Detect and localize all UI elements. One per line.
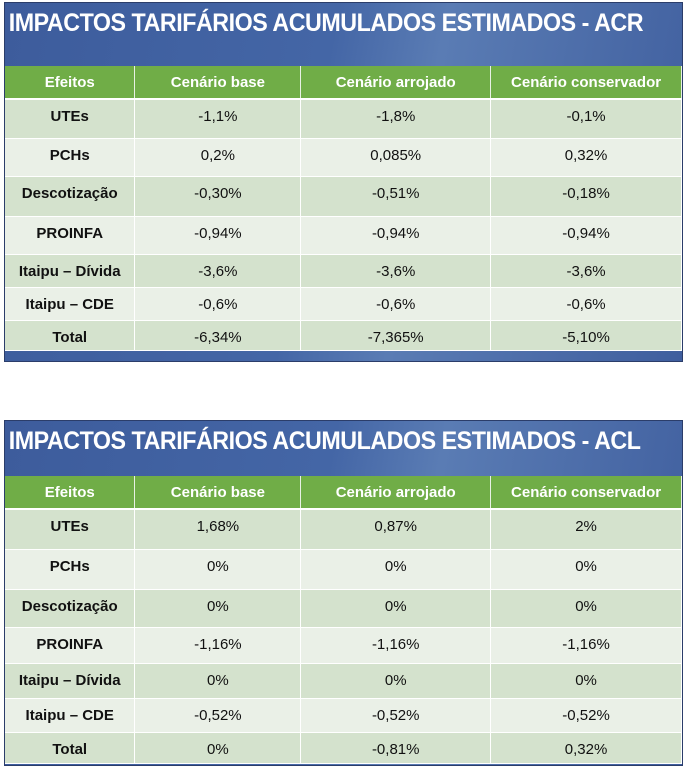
row-label: Descotização	[5, 176, 136, 217]
table-cell: 2%	[490, 509, 682, 550]
row-label: Descotização	[5, 589, 136, 628]
table-cell: 0%	[134, 549, 302, 590]
table-row: Itaipu – Dívida -3,6% -3,6% -3,6%	[5, 254, 682, 288]
row-label: UTEs	[5, 99, 136, 139]
impact-table: Efeitos Cenário base Cenário arrojado Cenár…	[5, 66, 682, 351]
table-cell: 0,87%	[300, 509, 492, 550]
table-row: Descotização -0,30% -0,51% -0,18%	[5, 176, 682, 217]
row-label: PROINFA	[5, 216, 136, 255]
row-label: Itaipu – Dívida	[5, 254, 136, 288]
table-cell: -1,8%	[300, 99, 492, 139]
table-row: Descotização 0% 0% 0%	[5, 589, 682, 628]
table-cell: 0,2%	[134, 138, 302, 177]
table-cell: -0,30%	[134, 176, 302, 217]
table-cell: -0,6%	[134, 287, 302, 321]
table-cell: 1,68%	[134, 509, 302, 550]
table-cell: -0,94%	[490, 216, 682, 255]
table-cell: 0,32%	[490, 732, 682, 764]
row-label: Itaipu – CDE	[5, 287, 136, 321]
table-cell: -0,51%	[300, 176, 492, 217]
table-cell: 0%	[134, 663, 302, 699]
column-header: Cenário conservador	[490, 66, 682, 100]
table-row: Itaipu – CDE -0,6% -0,6% -0,6%	[5, 287, 682, 321]
column-header: Efeitos	[5, 66, 136, 100]
table-cell: -1,16%	[134, 627, 302, 664]
table-cell: -3,6%	[490, 254, 682, 288]
table-row: Total -6,34% -7,365% -5,10%	[5, 320, 682, 351]
row-label: PROINFA	[5, 627, 136, 664]
table-cell: 0%	[134, 589, 302, 628]
table-cell: -3,6%	[300, 254, 492, 288]
table-cell: -0,81%	[300, 732, 492, 764]
table-cell: -5,10%	[490, 320, 682, 351]
table-cell: -3,6%	[134, 254, 302, 288]
row-label: Total	[5, 732, 136, 764]
table-row: Itaipu – CDE -0,52% -0,52% -0,52%	[5, 698, 682, 733]
table-cell: 0,085%	[300, 138, 492, 177]
column-header: Cenário base	[134, 476, 302, 510]
table-cell: -0,52%	[300, 698, 492, 733]
table-cell: -1,1%	[134, 99, 302, 139]
table-row: Itaipu – Dívida 0% 0% 0%	[5, 663, 682, 699]
table-cell: 0%	[134, 732, 302, 764]
acr-impact-panel: IMPACTOS TARIFÁRIOS ACUMULADOS ESTIMADOS…	[4, 2, 683, 362]
table-cell: -1,16%	[300, 627, 492, 664]
column-header: Efeitos	[5, 476, 136, 510]
table-cell: -7,365%	[300, 320, 492, 351]
table-cell: 0%	[300, 589, 492, 628]
row-label: PCHs	[5, 138, 136, 177]
table-cell: 0%	[300, 663, 492, 699]
column-header: Cenário base	[134, 66, 302, 100]
table-title: IMPACTOS TARIFÁRIOS ACUMULADOS ESTIMADOS…	[8, 9, 644, 37]
row-label: Itaipu – Dívida	[5, 663, 136, 699]
table-cell: -1,16%	[490, 627, 682, 664]
column-header: Cenário arrojado	[300, 476, 492, 510]
row-label: Itaipu – CDE	[5, 698, 136, 733]
table-row: PCHs 0% 0% 0%	[5, 549, 682, 590]
row-label: UTEs	[5, 509, 136, 550]
table-cell: -0,52%	[490, 698, 682, 733]
table-cell: -0,1%	[490, 99, 682, 139]
header-row: Efeitos Cenário base Cenário arrojado Cenár…	[5, 66, 682, 100]
acl-impact-panel: IMPACTOS TARIFÁRIOS ACUMULADOS ESTIMADOS…	[4, 420, 683, 766]
column-header: Cenário conservador	[490, 476, 682, 510]
table-title: IMPACTOS TARIFÁRIOS ACUMULADOS ESTIMADOS…	[8, 427, 641, 455]
table-cell: -0,94%	[134, 216, 302, 255]
table-row: UTEs -1,1% -1,8% -0,1%	[5, 99, 682, 139]
row-label: Total	[5, 320, 136, 351]
table-cell: 0%	[300, 549, 492, 590]
header-row: Efeitos Cenário base Cenário arrojado Cenár…	[5, 476, 682, 510]
table-cell: -0,6%	[490, 287, 682, 321]
table-cell: -0,18%	[490, 176, 682, 217]
table-row: Total 0% -0,81% 0,32%	[5, 732, 682, 764]
table-cell: 0%	[490, 549, 682, 590]
table-row: PCHs 0,2% 0,085% 0,32%	[5, 138, 682, 177]
table-cell: -0,94%	[300, 216, 492, 255]
table-cell: -6,34%	[134, 320, 302, 351]
column-header: Cenário arrojado	[300, 66, 492, 100]
table-cell: 0,32%	[490, 138, 682, 177]
table-cell: -0,52%	[134, 698, 302, 733]
table-row: PROINFA -0,94% -0,94% -0,94%	[5, 216, 682, 255]
table-cell: 0%	[490, 663, 682, 699]
table-cell: 0%	[490, 589, 682, 628]
table-cell: -0,6%	[300, 287, 492, 321]
row-label: PCHs	[5, 549, 136, 590]
table-row: UTEs 1,68% 0,87% 2%	[5, 509, 682, 550]
table-row: PROINFA -1,16% -1,16% -1,16%	[5, 627, 682, 664]
impact-table: Efeitos Cenário base Cenário arrojado Cenár…	[5, 476, 682, 764]
